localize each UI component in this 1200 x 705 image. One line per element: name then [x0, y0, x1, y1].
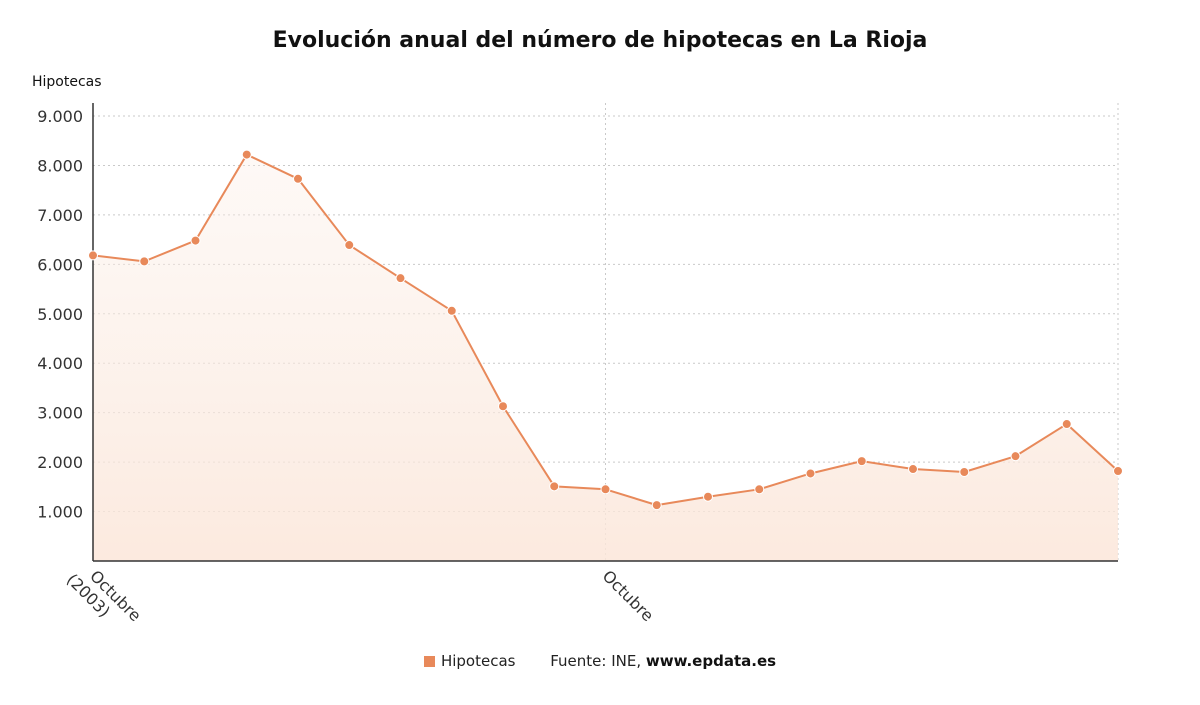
data-point[interactable]: [856, 456, 867, 467]
source-site: www.epdata.es: [645, 652, 777, 670]
x-tick-label: Octubre: [599, 566, 658, 625]
y-tick-label: 5.000: [37, 305, 83, 324]
data-point[interactable]: [446, 305, 457, 316]
legend: Hipotecas Fuente: INE, www.epdata.es: [0, 652, 1200, 670]
data-point[interactable]: [805, 468, 816, 479]
y-tick-label: 2.000: [37, 453, 83, 472]
source-prefix: Fuente: INE,: [550, 652, 646, 670]
data-point[interactable]: [1113, 466, 1123, 477]
y-tick-label: 7.000: [37, 206, 83, 225]
y-tick-label: 1.000: [37, 503, 83, 522]
chart-title: Evolución anual del número de hipotecas …: [272, 28, 928, 53]
area-fill: [93, 154, 1118, 561]
data-point[interactable]: [959, 467, 970, 477]
data-point[interactable]: [703, 491, 713, 502]
data-point[interactable]: [190, 235, 201, 246]
x-tick-labels: Octubre(2003) Octubre: [63, 556, 658, 638]
y-tick-label: 4.000: [37, 354, 83, 373]
data-point[interactable]: [344, 240, 355, 251]
data-point[interactable]: [600, 484, 611, 495]
legend-label: Hipotecas: [440, 652, 516, 670]
y-tick-labels: 1.000 2.000 3.000 4.000 5.000 6.000 7.000 8.000…: [37, 107, 83, 522]
source-note: Fuente: INE, www.epdata.es: [550, 652, 776, 670]
series-area: [93, 154, 1118, 561]
data-point[interactable]: [395, 273, 406, 284]
data-point[interactable]: [1061, 419, 1072, 430]
y-tick-label: 6.000: [37, 255, 83, 274]
legend-swatch: [423, 656, 435, 667]
y-tick-label: 3.000: [37, 404, 83, 423]
data-point[interactable]: [241, 149, 252, 160]
data-point[interactable]: [88, 250, 98, 261]
y-axis-label: Hipotecas: [32, 74, 102, 90]
data-point[interactable]: [1010, 451, 1021, 462]
y-tick-label: 8.000: [37, 156, 83, 175]
data-point[interactable]: [549, 481, 560, 492]
data-point[interactable]: [498, 401, 508, 412]
data-point[interactable]: [908, 464, 918, 475]
data-point[interactable]: [293, 173, 303, 184]
data-points: [88, 149, 1123, 511]
data-point[interactable]: [754, 484, 765, 495]
x-tick-label: Octubre(2003): [63, 556, 145, 638]
data-point[interactable]: [139, 256, 150, 267]
data-point[interactable]: [651, 500, 662, 511]
x-tick-label-line: Octubre: [599, 566, 658, 625]
y-tick-label: 9.000: [37, 107, 83, 126]
axes: [92, 103, 1118, 562]
